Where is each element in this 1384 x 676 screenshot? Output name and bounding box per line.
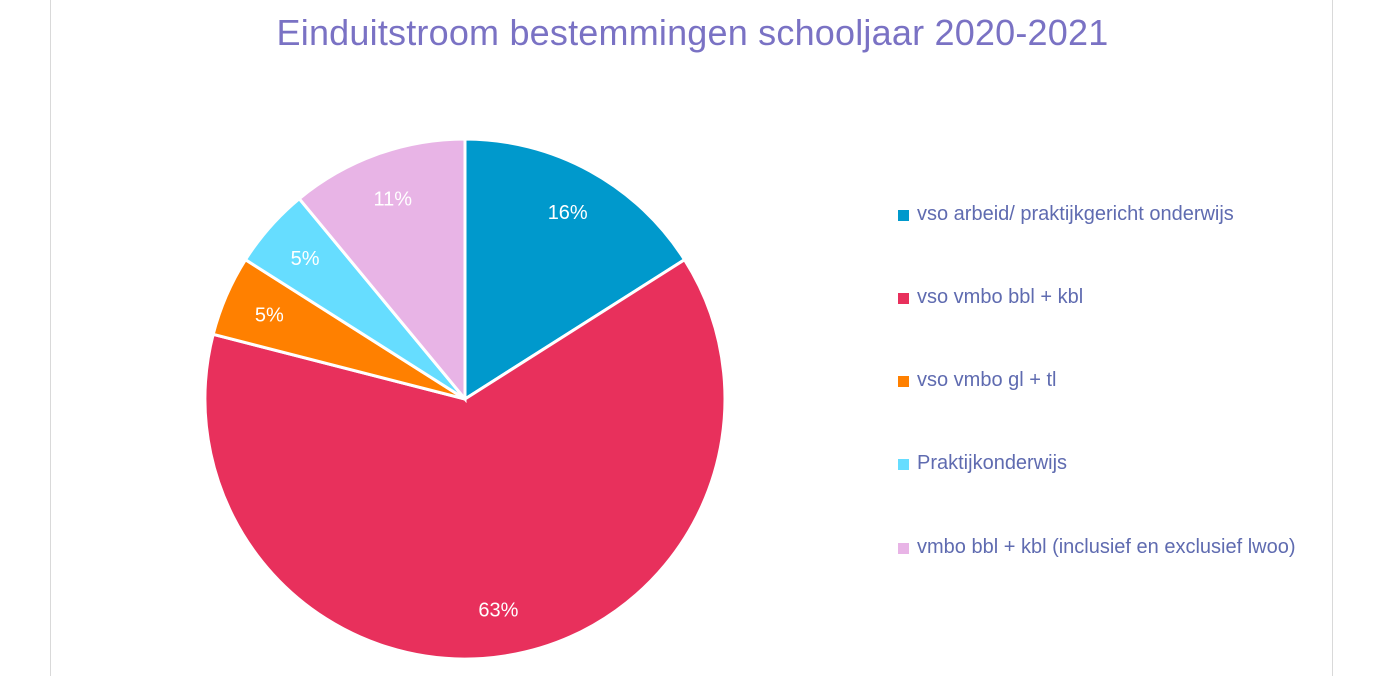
data-label-vso-arbeid: 16% [548, 202, 588, 224]
legend-label-vmbo-bbl-kbl: vmbo bbl + kbl (inclusief en exclusief l… [917, 536, 1296, 558]
data-label-praktijkonderwijs: 5% [291, 248, 320, 270]
legend-label-vso-vmbo-gl-tl: vso vmbo gl + tl [917, 369, 1057, 391]
legend-label-vso-arbeid: vso arbeid/ praktijkgericht onderwijs [917, 203, 1234, 225]
legend-swatch-vso-vmbo-bbl-kbl [898, 293, 909, 304]
pie-chart: 16% 63% 5% 5% 11% [203, 137, 727, 661]
legend-label-vso-vmbo-bbl-kbl: vso vmbo bbl + kbl [917, 286, 1084, 308]
legend-item-vmbo-bbl-kbl: vmbo bbl + kbl (inclusief en exclusief l… [898, 531, 1328, 564]
legend-item-praktijkonderwijs: Praktijkonderwijs [898, 447, 1328, 480]
legend-item-vso-vmbo-gl-tl: vso vmbo gl + tl [898, 364, 1328, 397]
pie-slice-vmbo-bbl-kbl [297, 137, 467, 404]
legend-item-vso-arbeid: vso arbeid/ praktijkgericht onderwijs [898, 198, 1328, 231]
data-label-vmbo-bbl-kbl: 11% [374, 188, 413, 210]
legend-swatch-praktijkonderwijs [898, 459, 909, 470]
legend-swatch-vso-arbeid [898, 210, 909, 221]
legend-swatch-vso-vmbo-gl-tl [898, 376, 909, 387]
data-label-vso-vmbo-bbl-kbl: 63% [478, 600, 518, 622]
legend-swatch-vmbo-bbl-kbl [898, 543, 909, 554]
data-label-vso-vmbo-gl-tl: 5% [255, 304, 284, 326]
legend-item-vso-vmbo-bbl-kbl: vso vmbo bbl + kbl [898, 281, 1328, 314]
chart-area: Einduitstroom bestemmingen schooljaar 20… [50, 0, 1333, 676]
pie-slice-vso-arbeid [463, 137, 687, 402]
pie-slice-vso-vmbo-bbl-kbl [203, 257, 727, 661]
chart-title: Einduitstroom bestemmingen schooljaar 20… [276, 12, 1109, 53]
legend-label-praktijkonderwijs: Praktijkonderwijs [917, 452, 1068, 474]
